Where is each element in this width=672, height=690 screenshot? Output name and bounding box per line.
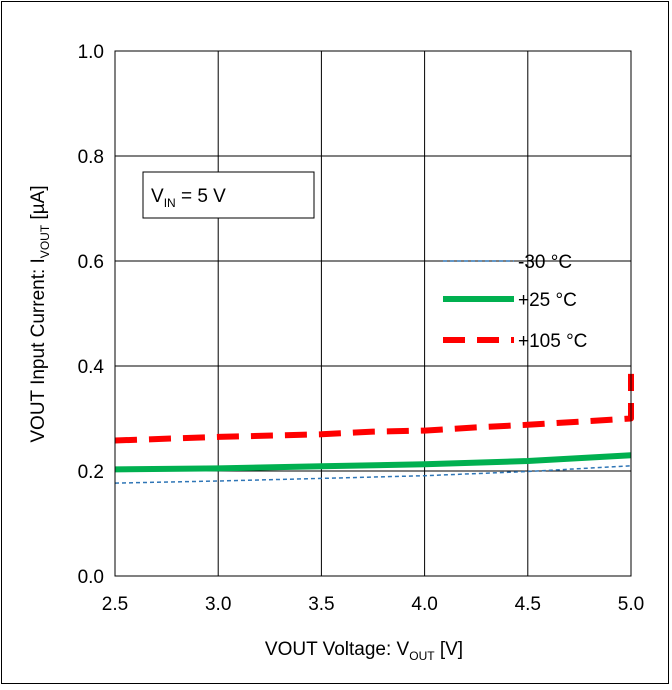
legend-label-1: +25 °C	[518, 290, 577, 311]
legend: -30 °C +25 °C +105 °C	[443, 252, 587, 352]
series-line-0	[114, 465, 632, 484]
y-tick-label: 1.0	[78, 42, 104, 63]
legend-label-0: -30 °C	[518, 252, 572, 273]
y-tick-label: 0.8	[78, 147, 104, 168]
annotation-text: VIN = 5 V	[151, 186, 226, 210]
y-tick-label: 0.4	[78, 357, 105, 378]
x-axis-title: VOUT Voltage: VOUT [V]	[265, 639, 463, 663]
annotation-box: VIN = 5 V	[142, 171, 315, 219]
plot-area-border	[114, 50, 632, 577]
y-tick-label: 0.0	[78, 567, 104, 588]
x-tick-label: 5.0	[618, 594, 644, 615]
series-line-1	[114, 452, 632, 473]
series-lines	[114, 373, 634, 484]
tick-labels: 2.5 3.0 3.5 4.0 4.5 5.0 0.0 0.2 0.4 0.6 0.8 1.0	[78, 42, 645, 615]
x-tick-label: 4.0	[411, 594, 437, 615]
x-tick-label: 4.5	[515, 594, 541, 615]
legend-label-2: +105 °C	[518, 331, 587, 352]
series-line-2	[114, 373, 634, 444]
y-tick-label: 0.6	[78, 252, 104, 273]
x-tick-label: 3.5	[308, 594, 334, 615]
x-tick-label: 3.0	[205, 594, 231, 615]
y-tick-label: 0.2	[78, 462, 104, 483]
y-axis-title: VOUT Input Current: IVOUT [µA]	[28, 185, 52, 442]
grid-lines	[114, 50, 632, 577]
x-tick-label: 2.5	[102, 594, 128, 615]
